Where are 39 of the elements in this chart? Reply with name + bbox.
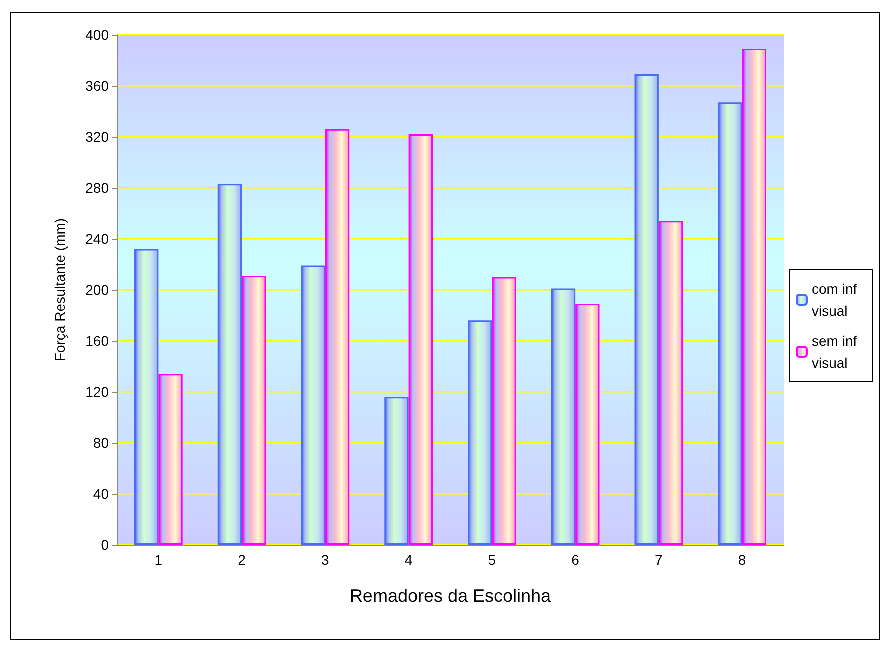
bar [218,184,242,545]
y-tick-label: 400 [86,27,110,43]
bar [718,102,742,545]
bar [492,277,516,545]
x-tick-label: 5 [488,552,496,568]
bar [242,276,266,545]
y-tick-label: 320 [86,129,110,145]
y-tick-label: 120 [86,384,110,400]
x-tick-label: 4 [404,552,413,568]
bar [634,74,659,545]
bar [576,304,600,545]
y-tick-label: 40 [93,486,110,502]
bar [408,134,433,545]
x-tick-label: 3 [322,552,330,568]
bar [325,129,350,545]
y-tick-label: 200 [86,282,110,298]
x-axis-title: Remadores da Escolinha [350,586,552,606]
y-tick-label: 240 [86,231,110,247]
legend-label: sem inf visual [812,333,862,371]
bar [658,221,684,545]
bar [551,288,576,545]
bar [134,249,159,545]
y-axis-title: Força Resultante (mm) [52,218,68,362]
bar [301,266,326,545]
y-tick-label: 0 [101,537,110,553]
y-tick-label: 360 [86,78,110,94]
x-tick-label: 7 [655,552,664,568]
x-tick-label: 1 [154,552,163,568]
y-tick-label: 160 [86,333,110,349]
y-tick-label: 80 [93,435,110,451]
y-tick-label: 280 [86,180,110,196]
legend-label: com inf visual [812,281,862,319]
x-tick-label: 8 [738,552,746,568]
x-tick-label: 2 [238,552,246,568]
bar [742,49,766,545]
bar [158,374,183,545]
bar [468,320,492,545]
bar [384,397,409,545]
x-tick-label: 6 [572,552,580,568]
